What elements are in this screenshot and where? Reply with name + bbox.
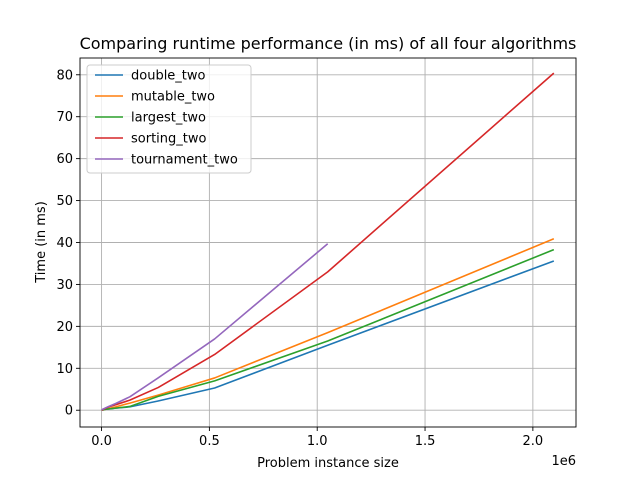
series-layer xyxy=(101,72,555,412)
x-tick-label: 0.0 xyxy=(91,434,112,449)
legend-box xyxy=(86,64,252,174)
y-tick-label: 70 xyxy=(56,110,73,125)
x-tick-label: 1.5 xyxy=(415,434,436,449)
x-axis-label: Problem instance size xyxy=(257,456,399,471)
legend-label-largest-two: largest_two xyxy=(131,111,206,126)
series-line-tournament-two xyxy=(101,243,329,411)
y-tick-label: 50 xyxy=(56,194,73,209)
x-axis-offset-label: 1e6 xyxy=(551,454,576,469)
legend-label-double-two: double_two xyxy=(131,69,206,84)
y-tick-label: 80 xyxy=(56,68,73,83)
tick-layer: 0.0 0.5 1.0 1.5 2.0 0 10 20 30 40 50 60 70 80 xyxy=(56,68,543,449)
legend-label-tournament-two: tournament_two xyxy=(131,153,238,168)
y-tick-label: 60 xyxy=(56,152,73,167)
y-tick-label: 0 xyxy=(65,404,73,419)
legend: double_two mutable_two largest_two sorting_… xyxy=(86,64,252,174)
legend-label-sorting-two: sorting_two xyxy=(131,132,207,147)
y-tick-label: 20 xyxy=(56,320,73,335)
x-tick-label: 2.0 xyxy=(523,434,544,449)
chart-title: Comparing runtime performance (in ms) of… xyxy=(80,34,577,53)
legend-label-mutable-two: mutable_two xyxy=(131,90,215,105)
y-tick-label: 40 xyxy=(56,236,73,251)
y-tick-label: 10 xyxy=(56,362,73,377)
x-tick-label: 0.5 xyxy=(199,434,220,449)
y-tick-label: 30 xyxy=(56,278,73,293)
x-tick-label: 1.0 xyxy=(307,434,328,449)
y-axis-label: Time (in ms) xyxy=(34,201,49,284)
